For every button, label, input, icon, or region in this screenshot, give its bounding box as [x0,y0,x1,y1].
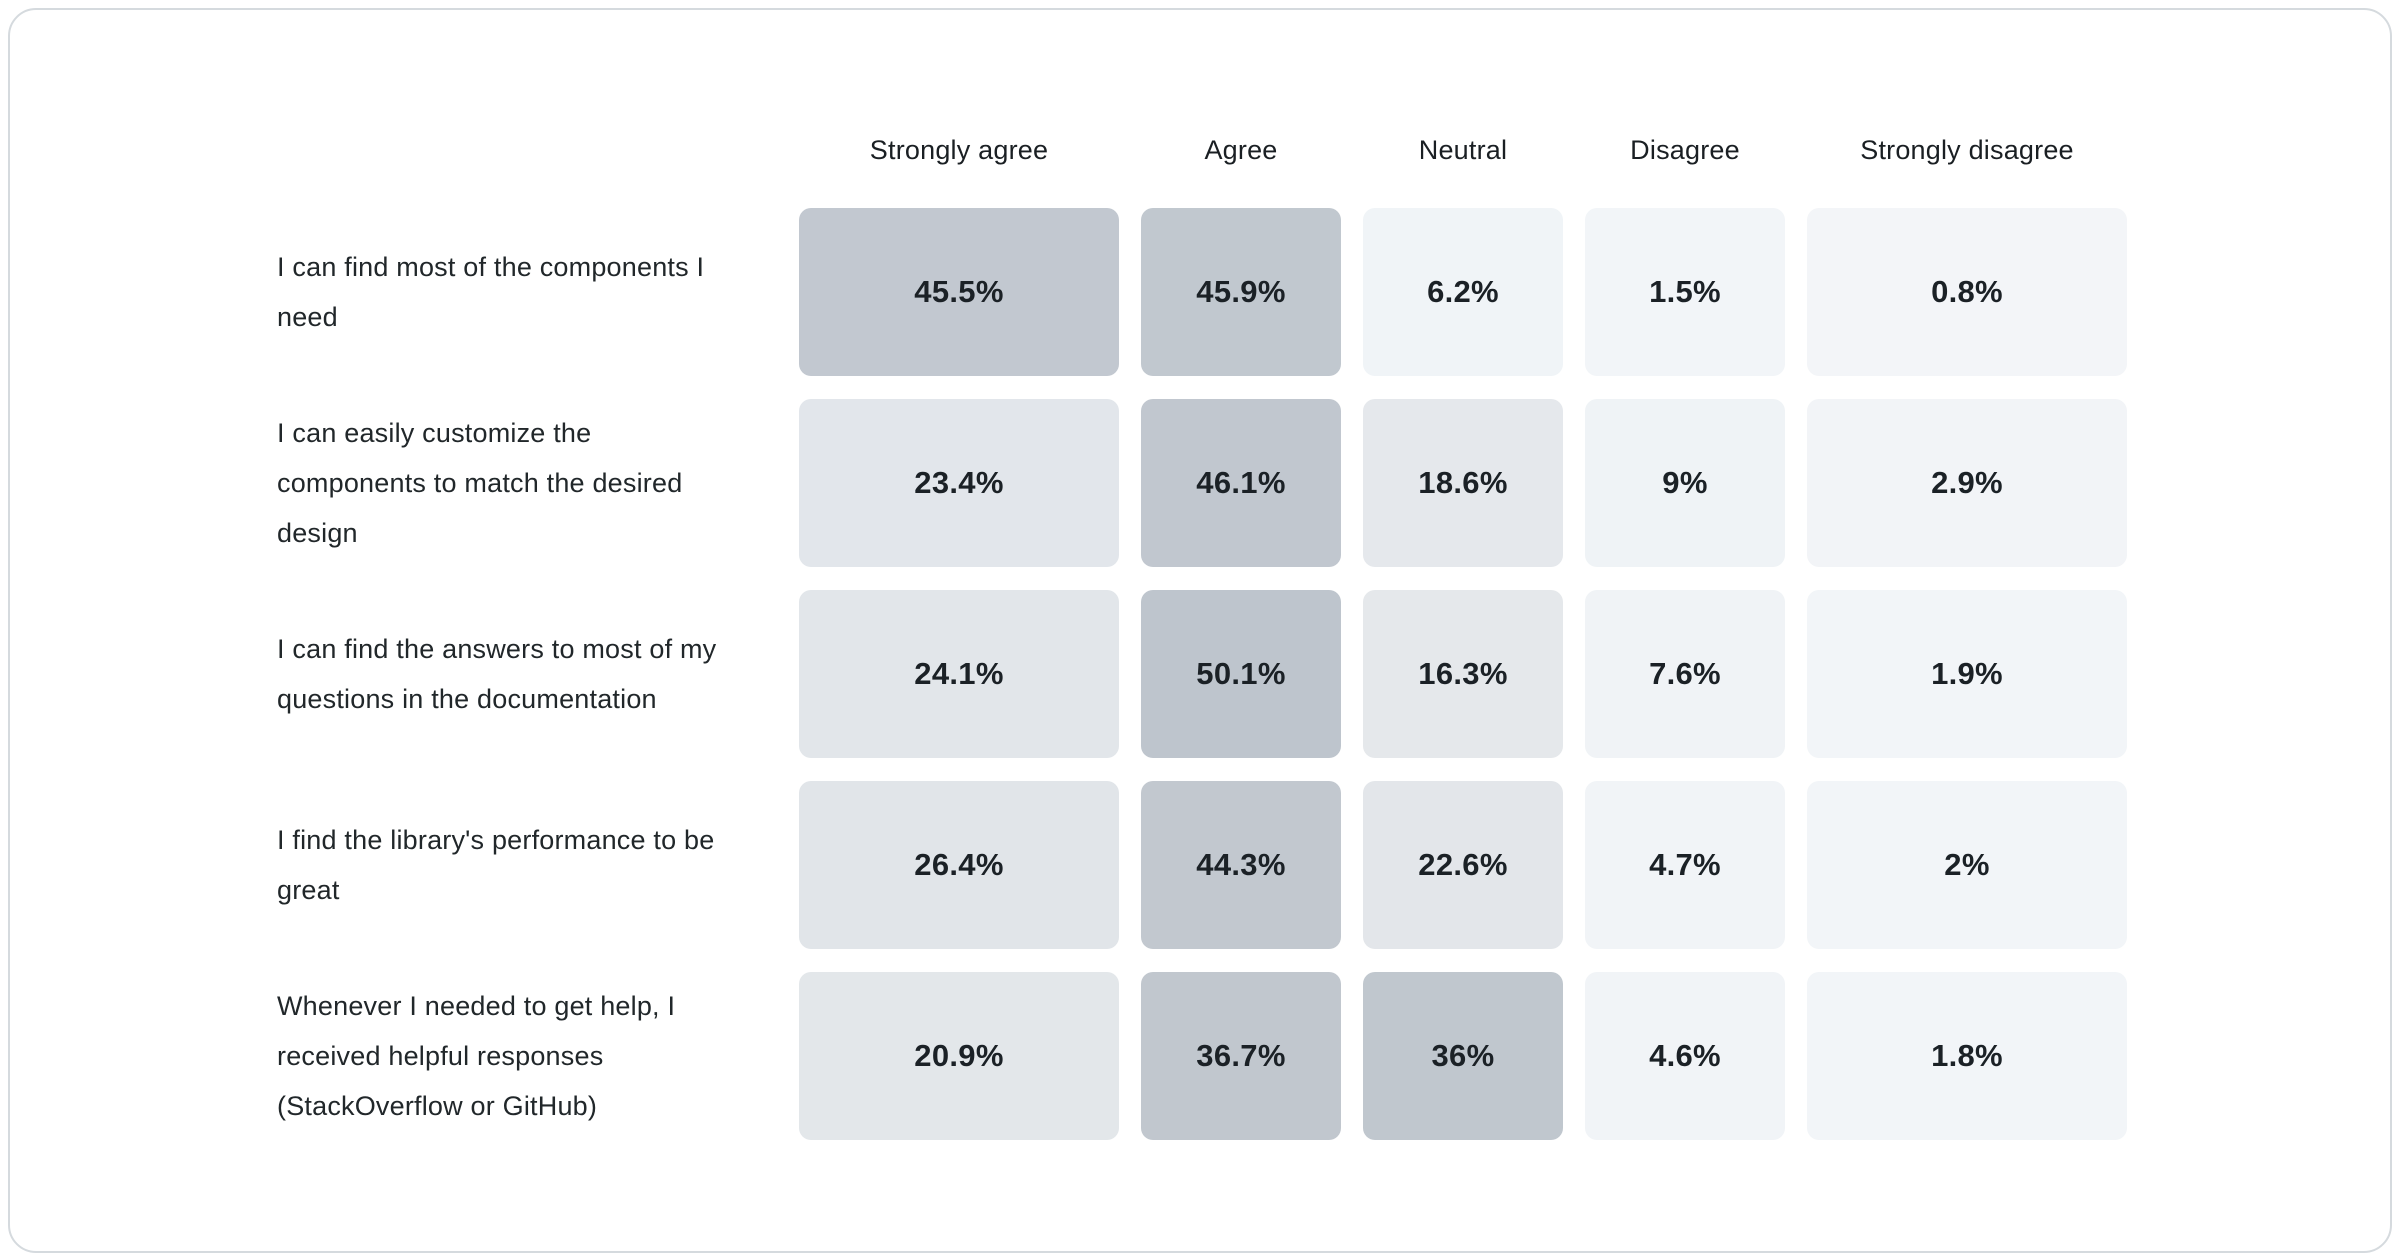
response-cell: 2.9% [1807,399,2127,567]
response-cell: 44.3% [1141,781,1341,949]
response-cell: 18.6% [1363,399,1563,567]
response-cell: 46.1% [1141,399,1341,567]
response-cell: 7.6% [1585,590,1785,758]
row-label: Whenever I needed to get help, I receive… [277,991,676,1121]
response-cell: 26.4% [799,781,1119,949]
response-cell: 16.3% [1363,590,1563,758]
row-label: I can easily customize the components to… [277,418,683,548]
column-header-disagree: Disagree [1630,134,1740,165]
response-cell: 4.6% [1585,972,1785,1140]
response-cell: 20.9% [799,972,1119,1140]
response-cell: 1.9% [1807,590,2127,758]
response-cell: 9% [1585,399,1785,567]
survey-results-card: Strongly agree Agree Neutral Disagree St… [8,8,2392,1253]
column-header-agree: Agree [1204,134,1278,165]
response-cell: 6.2% [1363,208,1563,376]
column-header-strongly-agree: Strongly agree [869,134,1049,165]
response-cell: 50.1% [1141,590,1341,758]
response-cell: 0.8% [1807,208,2127,376]
response-cell: 1.8% [1807,972,2127,1140]
response-cell: 4.7% [1585,781,1785,949]
response-cell: 1.5% [1585,208,1785,376]
row-label: I find the library's performance to be g… [277,825,715,905]
response-cell: 23.4% [799,399,1119,567]
response-cell: 24.1% [799,590,1119,758]
row-label: I can find most of the components I need [277,252,705,332]
response-cell: 45.5% [799,208,1119,376]
response-cell: 36.7% [1141,972,1341,1140]
response-cell: 36% [1363,972,1563,1140]
response-cell: 22.6% [1363,781,1563,949]
matrix-corner-spacer [277,115,777,185]
response-cell: 2% [1807,781,2127,949]
response-cell: 45.9% [1141,208,1341,376]
column-header-strongly-disagree: Strongly disagree [1860,134,2074,165]
survey-matrix: Strongly agree Agree Neutral Disagree St… [10,10,2390,1140]
column-header-neutral: Neutral [1418,134,1508,165]
row-label: I can find the answers to most of my que… [277,634,717,714]
